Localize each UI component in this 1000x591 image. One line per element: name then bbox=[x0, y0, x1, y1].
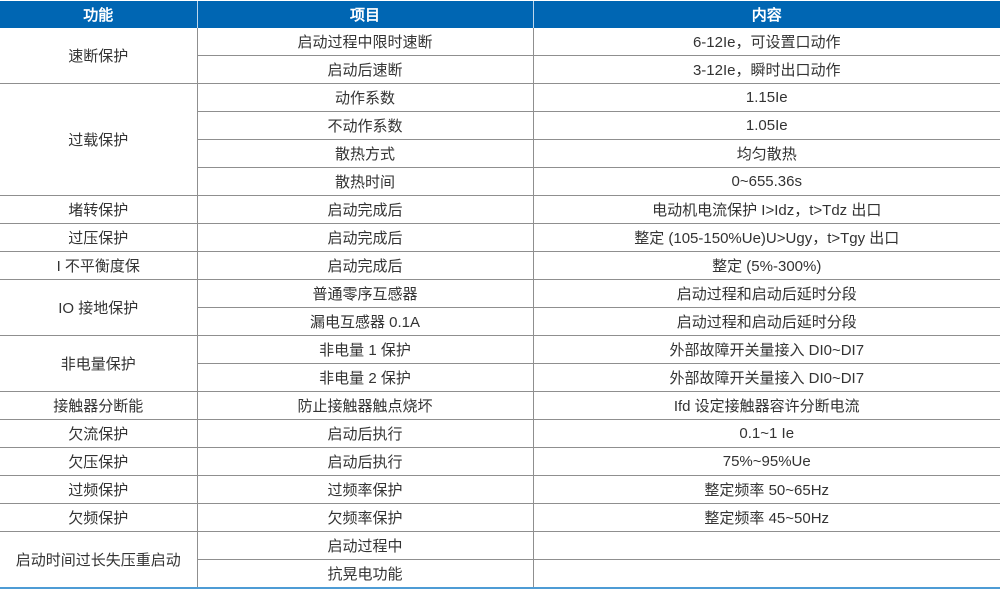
item-cell: 启动完成后 bbox=[197, 195, 534, 224]
item-cell: 散热方式 bbox=[197, 139, 534, 168]
item-cell: 散热时间 bbox=[197, 167, 534, 196]
function-cell: 过载保护 bbox=[0, 83, 198, 196]
item-cell: 防止接触器触点烧坏 bbox=[197, 391, 534, 420]
function-cell: 非电量保护 bbox=[0, 335, 198, 392]
table-row: 欠压保护 启动后执行 75%~95%Ue bbox=[0, 447, 1000, 476]
item-cell: 启动后速断 bbox=[197, 55, 534, 84]
content-cell: 均匀散热 bbox=[533, 139, 1000, 168]
table-row: 启动时间过长失压重启动 启动过程中 bbox=[0, 531, 1000, 589]
item-cell: 不动作系数 bbox=[197, 111, 534, 140]
table-row: 非电量保护 非电量 1 保护 外部故障开关量接入 DI0~DI7 bbox=[0, 335, 1000, 392]
content-cell: 6-12Ie，可设置口动作 bbox=[533, 28, 1000, 56]
table-row: 散热时间 0~655.36s bbox=[0, 167, 1000, 196]
content-cell: 启动过程和启动后延时分段 bbox=[533, 307, 1000, 336]
spec-table-body: 速断保护 启动过程中限时速断 6-12Ie，可设置口动作 启动后速断 3-12Ie，瞬时… bbox=[0, 28, 1000, 589]
item-cell: 启动过程中限时速断 bbox=[197, 28, 534, 56]
content-cell: 外部故障开关量接入 DI0~DI7 bbox=[533, 363, 1000, 392]
content-cell bbox=[533, 531, 1000, 560]
table-row: 启动后速断 3-12Ie，瞬时出口动作 bbox=[0, 55, 1000, 84]
table-row: 欠频保护 欠频率保护 整定频率 45~50Hz bbox=[0, 503, 1000, 532]
header-row: 功能 项目 内容 bbox=[0, 1, 1000, 28]
header-cell-item: 项目 bbox=[197, 1, 534, 28]
item-cell: 过频率保护 bbox=[197, 475, 534, 504]
table-row: IO 接地保护 普通零序互感器 启动过程和启动后延时分段 bbox=[0, 279, 1000, 336]
table-row: 散热方式 均匀散热 bbox=[0, 139, 1000, 168]
table-row: 过频保护 过频率保护 整定频率 50~65Hz bbox=[0, 475, 1000, 504]
content-cell: 0.1~1 Ie bbox=[533, 419, 1000, 448]
table-row: 接触器分断能 防止接触器触点烧坏 Ifd 设定接触器容许分断电流 bbox=[0, 391, 1000, 420]
item-cell: 启动后执行 bbox=[197, 447, 534, 476]
table-row: 速断保护 启动过程中限时速断 6-12Ie，可设置口动作 bbox=[0, 28, 1000, 84]
item-cell: 欠频率保护 bbox=[197, 503, 534, 532]
content-cell bbox=[533, 559, 1000, 589]
item-cell: 启动完成后 bbox=[197, 223, 534, 252]
item-cell: 启动过程中 bbox=[197, 531, 534, 560]
content-cell: 75%~95%Ue bbox=[533, 447, 1000, 476]
table-row: 过压保护 启动完成后 整定 (105-150%Ue)U>Ugy，t>Tgy 出口 bbox=[0, 223, 1000, 252]
content-cell: 1.15Ie bbox=[533, 83, 1000, 112]
function-cell: 接触器分断能 bbox=[0, 391, 198, 420]
item-cell: 非电量 2 保护 bbox=[197, 363, 534, 392]
function-cell: 欠流保护 bbox=[0, 419, 198, 448]
content-cell: 整定 (105-150%Ue)U>Ugy，t>Tgy 出口 bbox=[533, 223, 1000, 252]
table-row: 非电量 2 保护 外部故障开关量接入 DI0~DI7 bbox=[0, 363, 1000, 392]
table-row: 不动作系数 1.05Ie bbox=[0, 111, 1000, 140]
item-cell: 启动后执行 bbox=[197, 419, 534, 448]
function-cell: 欠压保护 bbox=[0, 447, 198, 476]
item-cell: 动作系数 bbox=[197, 83, 534, 112]
item-cell: 抗晃电功能 bbox=[197, 559, 534, 589]
function-cell: 速断保护 bbox=[0, 28, 198, 84]
function-cell: 欠频保护 bbox=[0, 503, 198, 532]
item-cell: 启动完成后 bbox=[197, 251, 534, 280]
table-row: I 不平衡度保 启动完成后 整定 (5%-300%) bbox=[0, 251, 1000, 280]
item-cell: 普通零序互感器 bbox=[197, 279, 534, 308]
table-row: 欠流保护 启动后执行 0.1~1 Ie bbox=[0, 419, 1000, 448]
content-cell: 启动过程和启动后延时分段 bbox=[533, 279, 1000, 308]
item-cell: 漏电互感器 0.1A bbox=[197, 307, 534, 336]
table-row: 过载保护 动作系数 1.15Ie bbox=[0, 83, 1000, 196]
content-cell: Ifd 设定接触器容许分断电流 bbox=[533, 391, 1000, 420]
table-row: 堵转保护 启动完成后 电动机电流保护 I>Idz，t>Tdz 出口 bbox=[0, 195, 1000, 224]
content-cell: 1.05Ie bbox=[533, 111, 1000, 140]
item-cell: 非电量 1 保护 bbox=[197, 335, 534, 364]
table-row: 抗晃电功能 bbox=[0, 559, 1000, 589]
table-row: 漏电互感器 0.1A 启动过程和启动后延时分段 bbox=[0, 307, 1000, 336]
header-cell-function: 功能 bbox=[0, 1, 198, 28]
function-cell: 启动时间过长失压重启动 bbox=[0, 531, 198, 589]
header-cell-content: 内容 bbox=[533, 1, 1000, 28]
function-cell: 堵转保护 bbox=[0, 195, 198, 224]
content-cell: 3-12Ie，瞬时出口动作 bbox=[533, 55, 1000, 84]
function-cell: 过压保护 bbox=[0, 223, 198, 252]
content-cell: 电动机电流保护 I>Idz，t>Tdz 出口 bbox=[533, 195, 1000, 224]
content-cell: 0~655.36s bbox=[533, 167, 1000, 196]
content-cell: 外部故障开关量接入 DI0~DI7 bbox=[533, 335, 1000, 364]
content-cell: 整定 (5%-300%) bbox=[533, 251, 1000, 280]
content-cell: 整定频率 50~65Hz bbox=[533, 475, 1000, 504]
function-cell: IO 接地保护 bbox=[0, 279, 198, 336]
function-cell: 过频保护 bbox=[0, 475, 198, 504]
function-cell: I 不平衡度保 bbox=[0, 251, 198, 280]
content-cell: 整定频率 45~50Hz bbox=[533, 503, 1000, 532]
